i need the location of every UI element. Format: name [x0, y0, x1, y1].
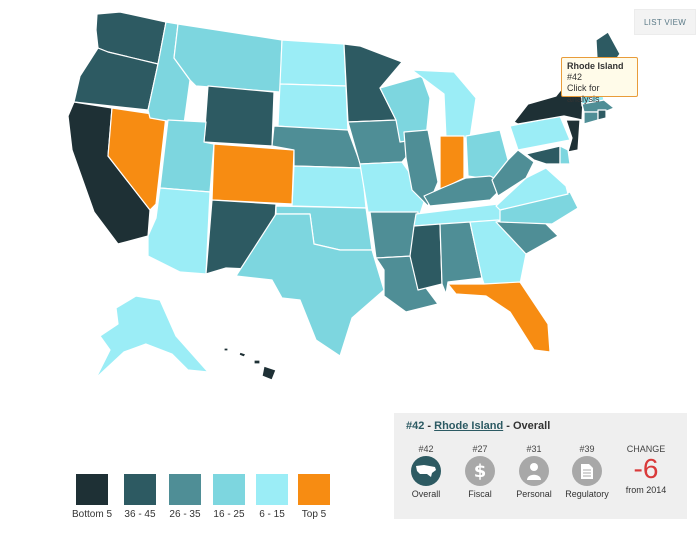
legend-label: 16 - 25 — [213, 509, 245, 520]
state-fl[interactable] — [447, 281, 551, 353]
state-ms[interactable] — [409, 223, 443, 291]
state-wv[interactable] — [491, 149, 535, 197]
legend-item-36-45: 36 - 45 — [124, 474, 156, 520]
metric-personal[interactable]: #31 Personal — [504, 444, 564, 499]
legend-swatch — [124, 474, 156, 505]
legend-swatch — [298, 474, 330, 505]
panel-rank: #42 — [406, 420, 425, 432]
metric-label: Personal — [516, 489, 552, 499]
panel-state-link[interactable]: Rhode Island — [434, 420, 504, 432]
state-ks[interactable] — [291, 165, 367, 209]
state-in[interactable] — [439, 135, 465, 191]
metric-regulatory[interactable]: #39 Regulatory — [557, 444, 617, 499]
legend-label: 6 - 15 — [259, 509, 285, 520]
state-wy[interactable] — [203, 85, 275, 147]
change-value: -6 — [633, 453, 659, 484]
legend-swatch — [213, 474, 245, 505]
state-ri[interactable] — [597, 109, 607, 121]
metric-rank: #27 — [472, 444, 488, 454]
legend-label: Top 5 — [301, 509, 327, 520]
state-az[interactable] — [147, 187, 211, 275]
metric-label: Regulatory — [565, 489, 609, 499]
us-map-icon — [411, 456, 441, 486]
state-md[interactable] — [525, 145, 561, 165]
legend-swatch — [256, 474, 288, 505]
metric-rank: #42 — [418, 444, 434, 454]
metric-overall[interactable]: #42 Overall — [396, 444, 456, 499]
legend-swatch — [76, 474, 109, 505]
panel-title: #42 - Rhode Island - Overall — [406, 420, 550, 432]
metric-label: Overall — [411, 489, 441, 499]
metric-rank: #31 — [526, 444, 542, 454]
dollar-icon: $ — [465, 456, 495, 486]
panel-suffix: - Overall — [503, 420, 551, 432]
panel-separator: - — [424, 420, 435, 432]
change-block: CHANGE -6 from 2014 — [616, 444, 676, 495]
state-de[interactable] — [559, 145, 571, 165]
person-icon — [519, 456, 549, 486]
change-sub: from 2014 — [625, 485, 667, 495]
legend-item-26-35: 26 - 35 — [169, 474, 201, 520]
metric-label: Fiscal — [468, 489, 492, 499]
list-view-button[interactable]: LIST VIEW — [634, 9, 696, 35]
metric-rank: #39 — [579, 444, 595, 454]
tooltip-state-name: Rhode Island — [567, 61, 624, 71]
legend-item-bottom5: Bottom 5 — [72, 474, 112, 520]
change-title: CHANGE — [626, 444, 666, 454]
tooltip-rank: #42 — [567, 72, 583, 82]
legend-item-6-15: 6 - 15 — [256, 474, 288, 520]
legend-label: Bottom 5 — [72, 509, 113, 520]
legend-item-16-25: 16 - 25 — [213, 474, 245, 520]
legend-label: 26 - 35 — [169, 509, 201, 520]
state-nj[interactable] — [565, 119, 581, 153]
metric-fiscal[interactable]: #27 $ Fiscal — [450, 444, 510, 499]
state-hi[interactable] — [223, 347, 277, 381]
state-detail-panel: #42 - Rhode Island - Overall #42 Overall… — [394, 413, 687, 519]
us-map — [67, 11, 621, 381]
state-il[interactable] — [403, 129, 439, 207]
state-tx[interactable] — [235, 213, 385, 357]
state-tooltip: Rhode Island #42 Click for analysis — [561, 57, 638, 104]
legend-label: 36 - 45 — [124, 509, 156, 520]
state-ct[interactable] — [583, 111, 599, 125]
state-ma[interactable] — [581, 99, 615, 113]
state-co[interactable] — [211, 143, 295, 205]
state-nd[interactable] — [279, 39, 347, 87]
tooltip-hint: Click for analysis — [567, 83, 600, 104]
document-icon — [572, 456, 602, 486]
legend-swatch — [169, 474, 201, 505]
state-sd[interactable] — [277, 83, 349, 133]
state-ak[interactable] — [95, 295, 209, 379]
legend-item-top5: Top 5 — [298, 474, 330, 520]
